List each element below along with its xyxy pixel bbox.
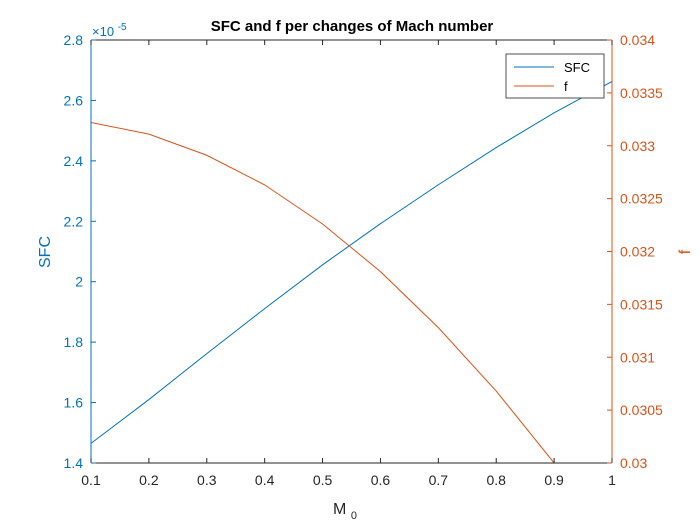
plot-background [91,40,612,463]
legend: SFC f [505,53,605,99]
x-tick-label: 1 [608,472,616,488]
right-y-tick-label: 0.031 [620,349,655,365]
chart-title: SFC and f per changes of Mach number [211,18,494,35]
legend-label-f: f [564,79,568,94]
left-y-tick-label: 2 [75,274,83,290]
x-tick-label: 0.4 [255,472,275,488]
x-tick-label: 0.7 [429,472,449,488]
left-axis-exponent-base: ×10 [92,24,114,39]
left-y-tick-label: 2.6 [64,92,84,108]
right-y-tick-label: 0.032 [620,244,655,260]
left-axis-exponent: ×10 -5 [92,22,127,39]
x-tick-label: 0.5 [313,472,333,488]
left-y-tick-label: 2.2 [64,213,84,229]
right-y-tick-label: 0.034 [620,32,655,48]
x-tick-label: 0.2 [139,472,159,488]
series-line-f [90,121,612,464]
series-line-sfc [90,80,613,444]
x-tick-label: 0.1 [81,472,101,488]
x-tick-label: 0.6 [371,472,391,488]
x-tick-label: 0.9 [544,472,564,488]
legend-box [505,53,605,99]
left-y-tick-label: 2.4 [64,153,84,169]
right-y-tick-label: 0.0315 [620,296,663,312]
plot-area [90,40,613,464]
left-y-tick-label: 1.8 [64,334,84,350]
x-axis-label-subscript: 0 [351,510,357,522]
legend-label-sfc: SFC [564,60,590,75]
right-y-tick-label: 0.0335 [620,85,663,101]
left-axis-exponent-power: -5 [118,22,127,33]
x-axis-label-main: M [333,501,346,518]
x-tick-label: 0.3 [197,472,217,488]
left-y-tick-label: 1.6 [64,395,84,411]
axes: 0.1 0.2 0.3 0.4 0.5 0.6 0.7 0.8 0.9 1 1.4 1.6 1.8 2 2.… [64,32,664,488]
right-y-axis-label: f [677,249,694,254]
right-y-tick-label: 0.0325 [620,191,663,207]
right-y-tick-label: 0.0305 [620,402,663,418]
right-y-tick-label: 0.033 [620,138,655,154]
left-y-axis-label: SFC [37,236,54,268]
x-axis-label: M 0 [333,501,357,522]
left-y-tick-label: 2.8 [64,32,84,48]
x-tick-label: 0.8 [486,472,506,488]
right-y-tick-label: 0.03 [620,455,647,471]
left-y-tick-label: 1.4 [64,455,84,471]
